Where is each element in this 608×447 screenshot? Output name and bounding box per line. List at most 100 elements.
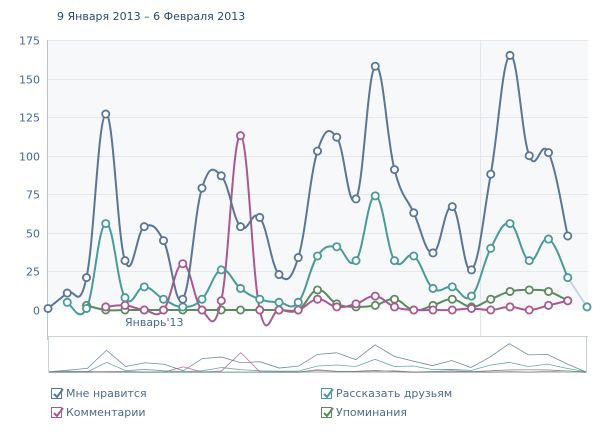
data-point[interactable] (524, 151, 534, 161)
data-point[interactable] (255, 294, 265, 304)
data-point[interactable] (370, 300, 380, 310)
data-point[interactable] (409, 208, 419, 218)
data-point[interactable] (274, 270, 284, 280)
data-point[interactable] (312, 285, 322, 295)
data-point[interactable] (332, 132, 342, 142)
data-point[interactable] (582, 302, 592, 312)
checkbox-mentions[interactable] (321, 407, 334, 418)
data-point[interactable] (409, 251, 419, 261)
data-point[interactable] (101, 219, 111, 229)
data-point[interactable] (544, 148, 554, 158)
data-point[interactable] (486, 305, 496, 315)
data-point[interactable] (563, 231, 573, 241)
data-point[interactable] (62, 288, 72, 298)
data-point[interactable] (216, 265, 226, 275)
data-point[interactable] (197, 305, 207, 315)
data-point[interactable] (293, 305, 303, 315)
data-point[interactable] (101, 109, 111, 119)
legend-item-mentions[interactable]: Упоминания (321, 406, 407, 419)
data-point[interactable] (332, 302, 342, 312)
data-point[interactable] (370, 61, 380, 71)
data-point[interactable] (563, 296, 573, 306)
data-point[interactable] (82, 303, 92, 313)
data-point[interactable] (158, 236, 168, 246)
data-point[interactable] (428, 248, 438, 258)
data-point[interactable] (447, 282, 457, 292)
data-point[interactable] (274, 297, 284, 307)
data-point[interactable] (235, 222, 245, 232)
data-point[interactable] (524, 285, 534, 295)
data-point[interactable] (351, 299, 361, 309)
data-point[interactable] (62, 297, 72, 307)
data-point[interactable] (158, 305, 168, 315)
data-point[interactable] (139, 305, 149, 315)
data-point[interactable] (351, 194, 361, 204)
data-point[interactable] (370, 291, 380, 301)
data-point[interactable] (312, 251, 322, 261)
data-point[interactable] (351, 256, 361, 266)
data-point[interactable] (120, 293, 130, 303)
data-point[interactable] (120, 300, 130, 310)
data-point[interactable] (505, 50, 515, 60)
data-point[interactable] (466, 303, 476, 313)
data-point[interactable] (178, 302, 188, 312)
data-point[interactable] (524, 305, 534, 315)
legend-item-comments[interactable]: Комментарии (51, 406, 146, 419)
main-chart[interactable]: 0 25 50 75 100 125 150 175 Январь'13 (0, 0, 608, 340)
legend-item-likes[interactable]: Мне нравится (51, 387, 147, 400)
data-point[interactable] (178, 294, 188, 304)
data-point[interactable] (544, 300, 554, 310)
data-point[interactable] (544, 234, 554, 244)
data-point[interactable] (505, 219, 515, 229)
data-point[interactable] (486, 169, 496, 179)
data-point[interactable] (409, 305, 419, 315)
data-point[interactable] (82, 273, 92, 283)
data-point[interactable] (466, 265, 476, 275)
checkbox-likes[interactable] (51, 388, 64, 399)
navigator-frame[interactable] (48, 336, 587, 373)
data-point[interactable] (389, 294, 399, 304)
data-point[interactable] (505, 286, 515, 296)
data-point[interactable] (43, 303, 53, 313)
data-point[interactable] (486, 243, 496, 253)
data-point[interactable] (389, 256, 399, 266)
data-point[interactable] (178, 259, 188, 269)
legend-item-shares[interactable]: Рассказать друзьям (321, 387, 452, 400)
data-point[interactable] (447, 202, 457, 212)
data-point[interactable] (428, 305, 438, 315)
data-point[interactable] (120, 256, 130, 266)
data-point[interactable] (544, 286, 554, 296)
data-point[interactable] (486, 294, 496, 304)
data-point[interactable] (505, 302, 515, 312)
data-point[interactable] (197, 294, 207, 304)
data-point[interactable] (370, 191, 380, 201)
data-point[interactable] (447, 294, 457, 304)
data-point[interactable] (447, 305, 457, 315)
data-point[interactable] (563, 273, 573, 283)
data-point[interactable] (274, 305, 284, 315)
data-point[interactable] (139, 282, 149, 292)
data-point[interactable] (255, 305, 265, 315)
data-point[interactable] (389, 302, 399, 312)
data-point[interactable] (389, 165, 399, 175)
data-point[interactable] (293, 253, 303, 263)
data-point[interactable] (255, 212, 265, 222)
data-point[interactable] (197, 183, 207, 193)
data-point[interactable] (312, 294, 322, 304)
data-point[interactable] (524, 256, 534, 266)
data-point[interactable] (139, 222, 149, 232)
data-point[interactable] (332, 242, 342, 252)
data-point[interactable] (216, 296, 226, 306)
data-point[interactable] (235, 305, 245, 315)
data-point[interactable] (312, 146, 322, 156)
data-point[interactable] (466, 291, 476, 301)
data-point[interactable] (216, 171, 226, 181)
data-point[interactable] (158, 294, 168, 304)
data-point[interactable] (428, 283, 438, 293)
data-point[interactable] (101, 302, 111, 312)
data-point[interactable] (235, 131, 245, 141)
checkbox-shares[interactable] (321, 388, 334, 399)
data-point[interactable] (293, 297, 303, 307)
checkbox-comments[interactable] (51, 407, 64, 418)
data-point[interactable] (235, 283, 245, 293)
